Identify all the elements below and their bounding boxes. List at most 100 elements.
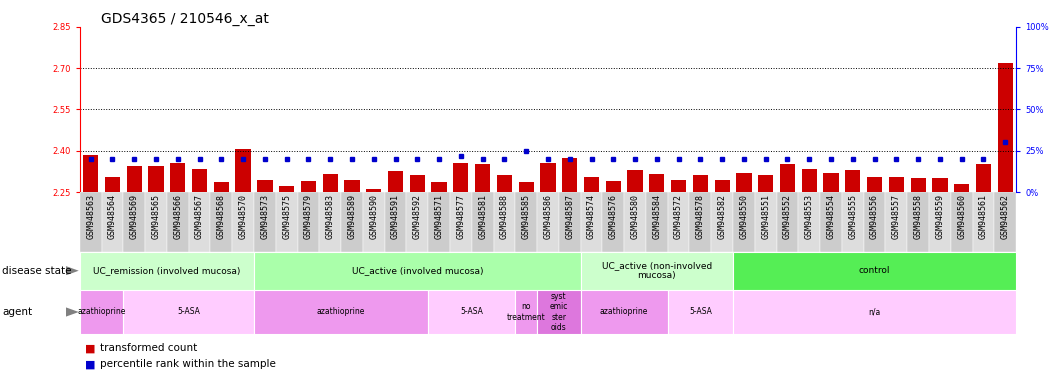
Text: GSM948568: GSM948568 bbox=[217, 194, 226, 239]
Text: GSM948585: GSM948585 bbox=[521, 194, 531, 239]
FancyBboxPatch shape bbox=[515, 192, 537, 252]
Bar bbox=[932, 178, 948, 192]
Polygon shape bbox=[66, 307, 79, 316]
Text: GSM948591: GSM948591 bbox=[392, 194, 400, 239]
Text: UC_remission (involved mucosa): UC_remission (involved mucosa) bbox=[94, 266, 240, 275]
FancyBboxPatch shape bbox=[515, 290, 537, 334]
FancyBboxPatch shape bbox=[537, 290, 581, 334]
Bar bbox=[824, 173, 838, 192]
Bar bbox=[671, 180, 686, 192]
Text: GSM948572: GSM948572 bbox=[675, 194, 683, 239]
Bar bbox=[366, 189, 381, 192]
FancyBboxPatch shape bbox=[298, 192, 319, 252]
Bar bbox=[83, 155, 98, 192]
FancyBboxPatch shape bbox=[319, 192, 342, 252]
Text: GSM948563: GSM948563 bbox=[86, 194, 95, 239]
FancyBboxPatch shape bbox=[581, 252, 733, 290]
Text: transformed count: transformed count bbox=[100, 343, 197, 353]
FancyBboxPatch shape bbox=[80, 252, 254, 290]
FancyBboxPatch shape bbox=[276, 192, 298, 252]
Text: GSM948575: GSM948575 bbox=[282, 194, 292, 239]
Text: UC_active (non-involved
mucosa): UC_active (non-involved mucosa) bbox=[602, 261, 712, 280]
Bar bbox=[214, 182, 229, 192]
Text: GSM948570: GSM948570 bbox=[238, 194, 248, 239]
FancyBboxPatch shape bbox=[668, 192, 689, 252]
Text: GSM948573: GSM948573 bbox=[261, 194, 269, 239]
Text: GSM948589: GSM948589 bbox=[348, 194, 356, 239]
FancyBboxPatch shape bbox=[211, 192, 232, 252]
Bar bbox=[649, 174, 664, 192]
Text: GSM948576: GSM948576 bbox=[609, 194, 618, 239]
FancyBboxPatch shape bbox=[733, 192, 754, 252]
FancyBboxPatch shape bbox=[188, 192, 211, 252]
Text: 5-ASA: 5-ASA bbox=[178, 308, 200, 316]
Bar bbox=[845, 170, 861, 192]
Text: GSM948574: GSM948574 bbox=[587, 194, 596, 239]
Bar bbox=[148, 166, 164, 192]
FancyBboxPatch shape bbox=[820, 192, 842, 252]
FancyBboxPatch shape bbox=[428, 290, 515, 334]
FancyBboxPatch shape bbox=[428, 192, 450, 252]
Text: azathioprine: azathioprine bbox=[78, 308, 126, 316]
FancyBboxPatch shape bbox=[254, 192, 276, 252]
Text: GSM948580: GSM948580 bbox=[631, 194, 639, 239]
FancyBboxPatch shape bbox=[450, 192, 471, 252]
Bar bbox=[693, 175, 708, 192]
FancyBboxPatch shape bbox=[581, 192, 602, 252]
Bar bbox=[584, 177, 599, 192]
Text: control: control bbox=[859, 266, 891, 275]
Text: n/a: n/a bbox=[868, 308, 881, 316]
Text: GSM948558: GSM948558 bbox=[914, 194, 922, 239]
FancyBboxPatch shape bbox=[777, 192, 798, 252]
Text: ■: ■ bbox=[85, 343, 96, 353]
Text: GSM948586: GSM948586 bbox=[544, 194, 552, 239]
FancyBboxPatch shape bbox=[471, 192, 494, 252]
FancyBboxPatch shape bbox=[101, 192, 123, 252]
FancyBboxPatch shape bbox=[646, 192, 668, 252]
Text: GSM948555: GSM948555 bbox=[848, 194, 858, 239]
Text: no
treatment: no treatment bbox=[506, 302, 546, 322]
FancyBboxPatch shape bbox=[602, 192, 625, 252]
FancyBboxPatch shape bbox=[232, 192, 254, 252]
FancyBboxPatch shape bbox=[929, 192, 951, 252]
Bar bbox=[998, 63, 1013, 192]
Text: GSM948565: GSM948565 bbox=[151, 194, 161, 239]
Text: GSM948587: GSM948587 bbox=[565, 194, 575, 239]
FancyBboxPatch shape bbox=[581, 290, 668, 334]
Text: GSM948579: GSM948579 bbox=[304, 194, 313, 239]
FancyBboxPatch shape bbox=[972, 192, 995, 252]
FancyBboxPatch shape bbox=[908, 192, 929, 252]
Bar bbox=[432, 182, 447, 192]
Text: GSM948569: GSM948569 bbox=[130, 194, 138, 239]
FancyBboxPatch shape bbox=[167, 192, 188, 252]
Text: syst
emic
ster
oids: syst emic ster oids bbox=[550, 292, 568, 332]
FancyBboxPatch shape bbox=[145, 192, 167, 252]
FancyBboxPatch shape bbox=[342, 192, 363, 252]
Text: GSM948592: GSM948592 bbox=[413, 194, 421, 239]
Bar bbox=[801, 169, 817, 192]
Text: GDS4365 / 210546_x_at: GDS4365 / 210546_x_at bbox=[101, 12, 269, 25]
Bar bbox=[715, 180, 730, 192]
Bar bbox=[780, 164, 795, 192]
Text: GSM948571: GSM948571 bbox=[434, 194, 444, 239]
FancyBboxPatch shape bbox=[123, 290, 254, 334]
FancyBboxPatch shape bbox=[406, 192, 428, 252]
FancyBboxPatch shape bbox=[625, 192, 646, 252]
FancyBboxPatch shape bbox=[842, 192, 864, 252]
Bar bbox=[867, 177, 882, 192]
FancyBboxPatch shape bbox=[885, 192, 908, 252]
FancyBboxPatch shape bbox=[254, 252, 581, 290]
FancyBboxPatch shape bbox=[689, 192, 711, 252]
Bar bbox=[345, 180, 360, 192]
Text: GSM948583: GSM948583 bbox=[326, 194, 335, 239]
Text: GSM948581: GSM948581 bbox=[478, 194, 487, 239]
Text: GSM948562: GSM948562 bbox=[1001, 194, 1010, 239]
FancyBboxPatch shape bbox=[864, 192, 885, 252]
FancyBboxPatch shape bbox=[80, 290, 123, 334]
Text: GSM948584: GSM948584 bbox=[652, 194, 662, 239]
Text: UC_active (involved mucosa): UC_active (involved mucosa) bbox=[351, 266, 483, 275]
FancyBboxPatch shape bbox=[385, 192, 406, 252]
FancyBboxPatch shape bbox=[754, 192, 777, 252]
Text: ■: ■ bbox=[85, 359, 96, 369]
FancyBboxPatch shape bbox=[711, 192, 733, 252]
